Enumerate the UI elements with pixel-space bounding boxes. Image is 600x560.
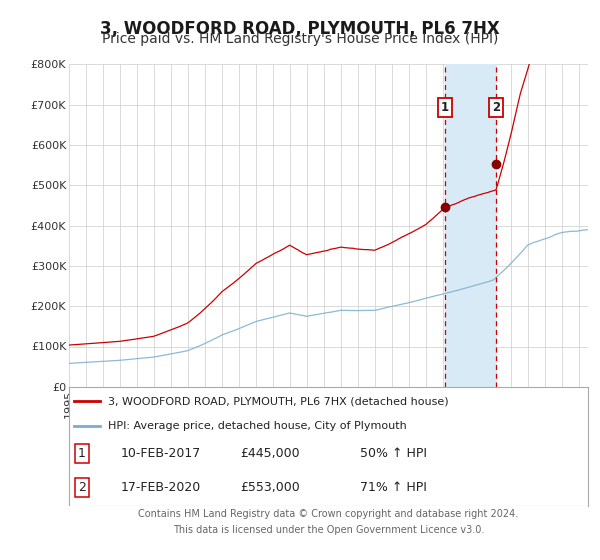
Bar <box>445 64 496 387</box>
Text: 3, WOODFORD ROAD, PLYMOUTH, PL6 7HX (detached house): 3, WOODFORD ROAD, PLYMOUTH, PL6 7HX (det… <box>108 396 449 407</box>
Text: Price paid vs. HM Land Registry's House Price Index (HPI): Price paid vs. HM Land Registry's House … <box>102 32 498 46</box>
Text: 2: 2 <box>493 101 500 114</box>
Text: £553,000: £553,000 <box>240 481 300 494</box>
Text: 71% ↑ HPI: 71% ↑ HPI <box>359 481 427 494</box>
Text: 1: 1 <box>78 447 86 460</box>
Text: 2: 2 <box>78 481 86 494</box>
Text: 17-FEB-2020: 17-FEB-2020 <box>121 481 201 494</box>
Text: This data is licensed under the Open Government Licence v3.0.: This data is licensed under the Open Gov… <box>173 525 484 535</box>
Text: 50% ↑ HPI: 50% ↑ HPI <box>359 447 427 460</box>
Text: 10-FEB-2017: 10-FEB-2017 <box>121 447 201 460</box>
Text: £445,000: £445,000 <box>240 447 300 460</box>
Text: 1: 1 <box>441 101 449 114</box>
Text: Contains HM Land Registry data © Crown copyright and database right 2024.: Contains HM Land Registry data © Crown c… <box>139 509 518 519</box>
Text: HPI: Average price, detached house, City of Plymouth: HPI: Average price, detached house, City… <box>108 421 407 431</box>
Text: 3, WOODFORD ROAD, PLYMOUTH, PL6 7HX: 3, WOODFORD ROAD, PLYMOUTH, PL6 7HX <box>100 20 500 38</box>
